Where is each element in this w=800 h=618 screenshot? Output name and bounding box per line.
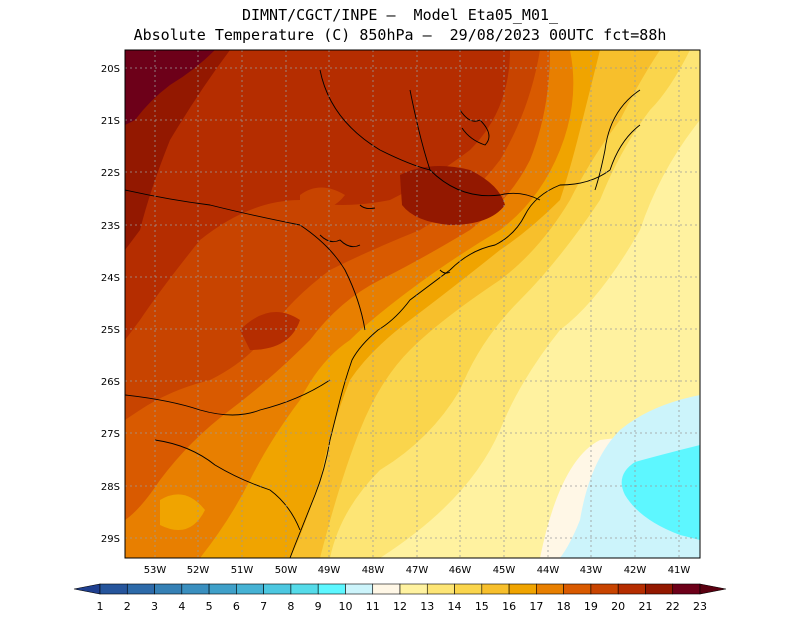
lat-label: 26S xyxy=(101,377,120,388)
colorbar-swatch xyxy=(645,583,674,595)
colorbar-swatch xyxy=(99,583,128,595)
lon-label: 52W xyxy=(187,565,210,576)
colorbar-swatch xyxy=(508,583,537,595)
colorbar-swatch xyxy=(481,583,510,595)
colorbar-label: 15 xyxy=(475,600,489,613)
colorbar-label: 18 xyxy=(557,600,571,613)
coastline-borders xyxy=(125,69,641,558)
colorbar-label: 12 xyxy=(393,600,407,613)
colorbar-label: 8 xyxy=(287,600,294,613)
colorbar: 1 2 3 4 5 6 7 8 9 10 11 12 13 14 15 16 17 18 19 20 21 22 23 xyxy=(73,583,727,613)
lon-label: 53W xyxy=(144,565,167,576)
colorbar-swatch xyxy=(672,583,701,595)
colorbar-label: 4 xyxy=(178,600,185,613)
colorbar-swatch xyxy=(454,583,483,595)
colorbar-label: 9 xyxy=(315,600,322,613)
colorbar-high-arrow xyxy=(699,583,727,595)
colorbar-label: 14 xyxy=(448,600,462,613)
colorbar-label: 19 xyxy=(584,600,598,613)
colorbar-swatch xyxy=(372,583,401,595)
lon-label: 43W xyxy=(580,565,603,576)
colorbar-swatch xyxy=(399,583,428,595)
map-title-line-1: DIMNT/CGCT/INPE – Model Eta05_M01_ xyxy=(241,6,559,24)
colorbar-swatch xyxy=(236,583,264,595)
colorbar-swatch xyxy=(345,583,374,595)
colorbar-swatch xyxy=(317,583,346,595)
lon-label: 45W xyxy=(493,565,516,576)
colorbar-swatch xyxy=(263,583,292,595)
lat-label: 27S xyxy=(101,429,120,440)
colorbar-label: 10 xyxy=(338,600,352,613)
lat-label: 22S xyxy=(101,168,120,179)
longitude-labels: 53W 52W 51W 50W 49W 48W 47W 46W 45W 44W … xyxy=(144,565,691,576)
colorbar-label: 21 xyxy=(638,600,652,613)
lon-label: 42W xyxy=(624,565,647,576)
colorbar-label: 6 xyxy=(233,600,240,613)
colorbar-label: 22 xyxy=(666,600,680,613)
colorbar-label: 7 xyxy=(260,600,267,613)
lat-label: 23S xyxy=(101,221,120,232)
lat-label: 24S xyxy=(101,273,120,284)
latitude-labels: 20S 21S 22S 23S 24S 25S 26S 27S 28S 29S xyxy=(101,64,120,545)
colorbar-swatch xyxy=(590,583,619,595)
colorbar-swatch xyxy=(617,583,646,595)
lat-label: 25S xyxy=(101,325,120,336)
lon-label: 46W xyxy=(449,565,472,576)
colorbar-swatch xyxy=(426,583,455,595)
colorbar-swatch xyxy=(154,583,183,595)
colorbar-swatch xyxy=(563,583,592,595)
lat-label: 20S xyxy=(101,64,120,75)
colorbar-low-arrow xyxy=(73,583,101,595)
colorbar-label: 16 xyxy=(502,600,516,613)
colorbar-swatch xyxy=(536,583,564,595)
colorbar-swatch xyxy=(181,583,210,595)
colorbar-label: 20 xyxy=(611,600,625,613)
temperature-field xyxy=(125,50,700,558)
lat-lon-grid xyxy=(125,50,700,558)
lat-label: 21S xyxy=(101,116,120,127)
map-frame xyxy=(124,49,701,559)
lon-label: 47W xyxy=(406,565,429,576)
lon-label: 50W xyxy=(275,565,298,576)
colorbar-swatch xyxy=(290,583,319,595)
lon-label: 41W xyxy=(668,565,691,576)
lon-label: 44W xyxy=(537,565,560,576)
colorbar-label: 5 xyxy=(206,600,213,613)
lon-label: 51W xyxy=(231,565,254,576)
colorbar-label: 1 xyxy=(97,600,104,613)
lat-label: 28S xyxy=(101,482,120,493)
colorbar-label: 17 xyxy=(529,600,543,613)
lon-label: 48W xyxy=(362,565,385,576)
lat-label: 29S xyxy=(101,534,120,545)
colorbar-swatch xyxy=(208,583,237,595)
colorbar-label: 23 xyxy=(693,600,707,613)
colorbar-label: 11 xyxy=(366,600,380,613)
colorbar-label: 2 xyxy=(124,600,131,613)
colorbar-label: 13 xyxy=(420,600,434,613)
colorbar-label: 3 xyxy=(151,600,158,613)
lon-label: 49W xyxy=(318,565,341,576)
map-title-line-2: Absolute Temperature (C) 850hPa – 29/08/… xyxy=(133,26,667,44)
colorbar-swatch xyxy=(126,583,155,595)
